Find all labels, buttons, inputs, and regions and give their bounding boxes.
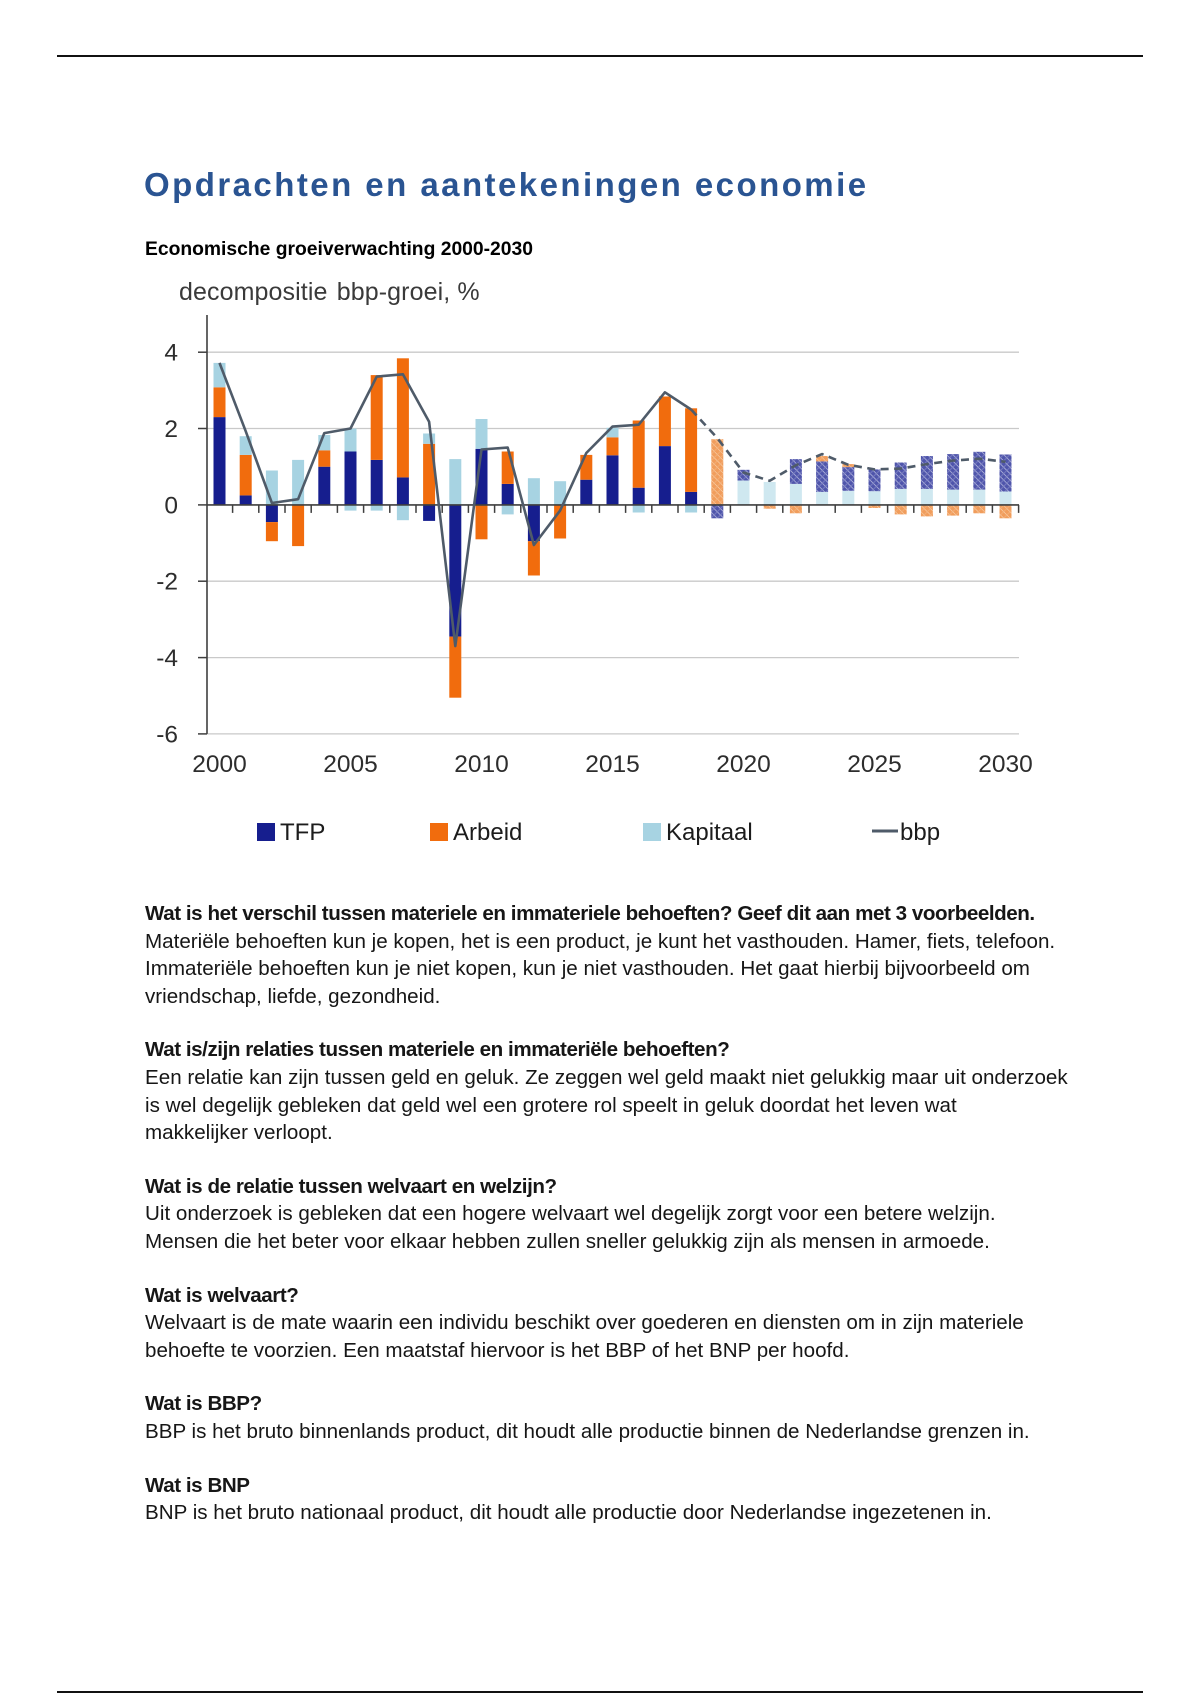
- svg-text:Arbeid: Arbeid: [453, 819, 522, 846]
- svg-text:2025: 2025: [847, 751, 902, 778]
- svg-text:-2: -2: [156, 569, 178, 596]
- svg-text:2010: 2010: [454, 751, 509, 778]
- svg-text:2030: 2030: [978, 751, 1033, 778]
- svg-text:2: 2: [164, 416, 178, 443]
- svg-text:2000: 2000: [192, 751, 247, 778]
- svg-text:2015: 2015: [585, 751, 640, 778]
- svg-text:4: 4: [164, 340, 178, 367]
- svg-text:2005: 2005: [323, 751, 378, 778]
- svg-text:2020: 2020: [716, 751, 771, 778]
- svg-text:-6: -6: [156, 721, 178, 748]
- svg-text:TFP: TFP: [280, 819, 325, 846]
- svg-text:0: 0: [164, 492, 178, 519]
- svg-text:bbp: bbp: [900, 819, 940, 846]
- svg-text:-4: -4: [156, 645, 178, 672]
- svg-text:decompositie bbp-groei, %: decompositie bbp-groei, %: [179, 278, 480, 306]
- svg-text:Kapitaal: Kapitaal: [666, 819, 753, 846]
